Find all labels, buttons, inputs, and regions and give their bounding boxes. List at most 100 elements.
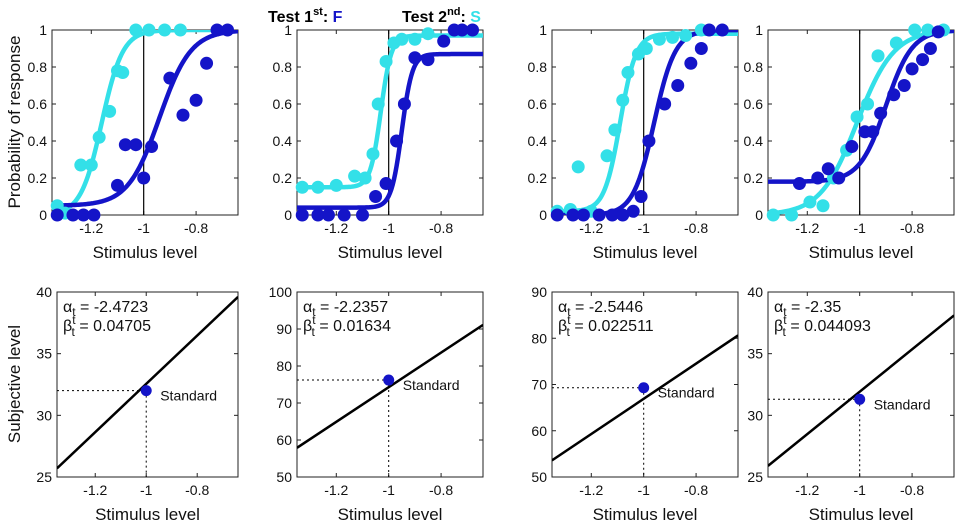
legend-second-code: S <box>470 9 481 26</box>
beta-subscript: t <box>312 325 316 339</box>
axes-frame <box>296 29 484 216</box>
legend-first-sup: st <box>313 6 323 18</box>
x-tick-label: -1.2 <box>795 220 819 236</box>
mapping-line <box>297 323 483 449</box>
y-tick-label: 1 <box>755 22 763 38</box>
fit-curve-S <box>552 31 738 214</box>
plot-area <box>552 334 738 462</box>
data-point-S <box>74 158 88 172</box>
data-point-S <box>92 130 106 144</box>
panel-bottom-3: -1.2 -1 -0.8 50 60 70 80 90 Stimulus level Standa… <box>531 284 739 524</box>
legend-first-code: F <box>333 9 343 26</box>
data-point-F <box>792 177 806 191</box>
axes-frame <box>551 29 739 216</box>
data-point-S <box>621 66 635 80</box>
y-tick-label: 70 <box>276 395 292 411</box>
fit-curve-S <box>52 30 238 215</box>
alpha-subscript: t <box>312 305 316 319</box>
data-point-F <box>694 42 708 55</box>
data-point-S <box>379 54 393 68</box>
data-point-S <box>816 199 830 213</box>
y-tick-label: 0.2 <box>744 170 764 186</box>
alpha-param: αt = -2.4723 <box>63 299 148 319</box>
data-point-S <box>639 42 653 55</box>
beta-value: = 0.022511 <box>570 318 654 335</box>
standard-point <box>854 393 866 405</box>
beta-param: βt t = 0.022511 <box>558 313 654 339</box>
panel-bottom-1: -1.2 -1 -0.8 25 30 35 40 Stimulus level Standard… <box>36 284 239 524</box>
data-point-F <box>455 23 469 37</box>
data-point-F <box>566 208 580 222</box>
beta-superscript: t <box>72 313 76 327</box>
fit-curve-F <box>768 30 954 184</box>
y-tick-label: 0 <box>39 207 47 223</box>
data-point-F <box>50 208 64 222</box>
y-tick-label: 40 <box>747 284 763 300</box>
data-point-S <box>571 160 585 174</box>
alpha-symbol: α <box>303 299 312 316</box>
axes-frame <box>767 29 955 216</box>
standard-label: Standard <box>160 388 217 404</box>
axes-frame <box>51 29 239 216</box>
y-tick-label: 0.4 <box>28 133 48 149</box>
bottom-row-ylabel: Subjective level <box>5 325 24 443</box>
alpha-subscript: t <box>567 305 571 319</box>
data-point-F <box>390 134 404 148</box>
y-tick-label: 0.8 <box>273 59 293 75</box>
alpha-param: αt = -2.35 <box>774 299 841 319</box>
data-point-F <box>845 140 859 154</box>
data-point-S <box>889 36 903 50</box>
data-point-S <box>158 23 172 37</box>
panels: -1.2 -1 -0.8 0 0.2 0.4 0.6 0.8 1 Stimulus level -1… <box>28 22 955 524</box>
x-tick-label: -0.8 <box>900 482 924 498</box>
data-point-F <box>887 88 901 102</box>
data-point-F <box>337 208 351 222</box>
x-axis-label: Stimulus level <box>95 505 200 524</box>
y-tick-label: 0 <box>284 207 292 223</box>
data-point-S <box>116 66 130 80</box>
plot-area <box>552 30 738 215</box>
x-tick-label: -1.2 <box>795 482 819 498</box>
data-point-F <box>369 190 383 203</box>
alpha-param: αt = -2.2357 <box>303 299 388 319</box>
data-point-F <box>592 208 606 222</box>
data-point-S <box>908 23 922 37</box>
legend-first: Test 1st: F <box>268 6 343 26</box>
x-tick-label: -1 <box>853 482 866 498</box>
y-tick-label: 0.4 <box>528 133 548 149</box>
data-point-F <box>145 140 159 154</box>
beta-subscript: t <box>567 325 571 339</box>
data-point-S <box>358 171 372 185</box>
panel-top-2: -1.2 -1 -0.8 0 0.2 0.4 0.6 0.8 1 Stimulus level <box>273 22 484 262</box>
legend: Test 1st: F Test 2nd: S <box>268 6 481 26</box>
data-point-F <box>76 208 90 222</box>
x-tick-label: -1 <box>140 482 153 498</box>
data-point-S <box>608 123 622 137</box>
mapping-line <box>57 296 238 470</box>
data-point-S <box>616 93 630 107</box>
y-tick-label: 0.6 <box>528 96 548 112</box>
beta-param: βt t = 0.04705 <box>63 313 151 339</box>
alpha-symbol: α <box>774 299 783 316</box>
data-point-F <box>466 23 480 37</box>
y-tick-label: 0.4 <box>744 133 764 149</box>
data-point-F <box>616 208 630 222</box>
top-row-ylabel: Probability of response <box>5 36 24 209</box>
alpha-value: = -2.4723 <box>76 299 149 316</box>
data-point-F <box>437 34 451 48</box>
data-point-F <box>379 177 393 191</box>
legend-second-sup: nd <box>447 6 460 18</box>
data-point-S <box>408 32 422 46</box>
data-point-F <box>905 62 919 76</box>
data-point-F <box>118 138 132 152</box>
data-point-F <box>295 208 309 222</box>
data-point-F <box>897 79 911 92</box>
standard-point <box>638 382 650 394</box>
data-point-F <box>821 162 835 176</box>
data-point-S <box>850 110 864 124</box>
legend-first-prefix: Test 1 <box>268 9 313 26</box>
beta-superscript: t <box>567 313 571 327</box>
data-point-S <box>871 49 885 63</box>
data-point-F <box>421 53 435 67</box>
x-axis-label: Stimulus level <box>338 243 443 262</box>
